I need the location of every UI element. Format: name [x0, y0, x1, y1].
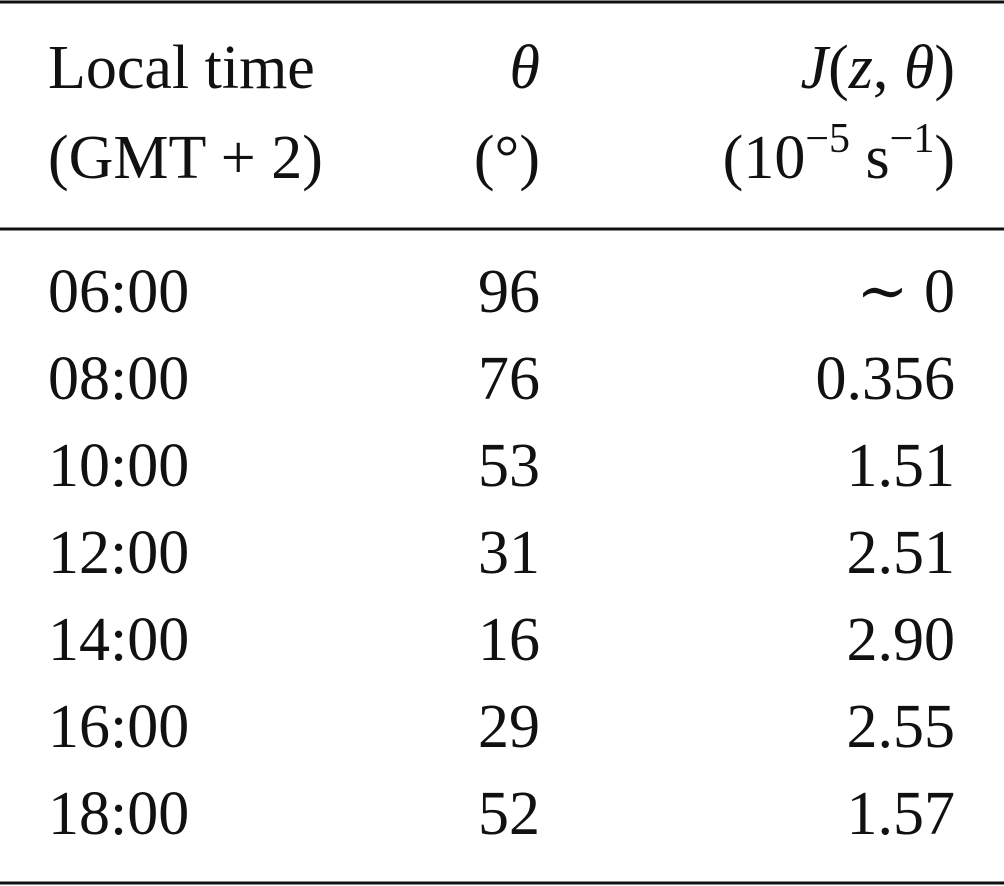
table-cell: 08:00 [48, 345, 189, 413]
header-cell: (GMT + 2) [48, 124, 323, 192]
math-part: ( [828, 34, 849, 102]
header-cell: (10−5 s−1) [723, 116, 955, 192]
header-cell: J(z, θ) [801, 34, 955, 102]
math-part: J [801, 34, 831, 102]
table-cell: 1.51 [847, 432, 956, 500]
table-cell: 96 [478, 258, 540, 326]
math-part: , [873, 34, 904, 102]
table-cell: 12:00 [48, 519, 189, 587]
math-part: (10 [723, 124, 806, 192]
table-cell: 76 [478, 345, 540, 413]
math-part: s [850, 124, 890, 192]
math-part: z [848, 34, 873, 102]
table-cell: 16:00 [48, 693, 189, 761]
math-part: −1 [890, 116, 935, 162]
table-body: 06:00 96 ∼ 0 08:00 76 0.356 10:00 53 1.51 12:00 31… [48, 258, 955, 848]
table-cell: 31 [478, 519, 540, 587]
table-cell: ∼ 0 [857, 258, 955, 326]
math-part: −5 [805, 116, 850, 162]
table-cell: 10:00 [48, 432, 189, 500]
table-cell: 06:00 [48, 258, 189, 326]
header-cell: (°) [474, 124, 540, 192]
table-cell: 14:00 [48, 606, 189, 674]
table-cell: 18:00 [48, 780, 189, 848]
math-part: θ [904, 34, 934, 102]
table-cell: 29 [478, 693, 540, 761]
math-part: ) [934, 124, 955, 192]
header-cell: θ [510, 34, 540, 102]
table-cell: 2.51 [847, 519, 956, 587]
header-cell: Local time [48, 34, 315, 102]
table-cell: 2.55 [847, 693, 956, 761]
table-cell: 2.90 [847, 606, 956, 674]
table-cell: 0.356 [816, 345, 956, 413]
table-cell: 1.57 [847, 780, 956, 848]
table-cell: 52 [478, 780, 540, 848]
math-part: ) [934, 34, 955, 102]
table-cell: 53 [478, 432, 540, 500]
table-cell: 16 [478, 606, 540, 674]
